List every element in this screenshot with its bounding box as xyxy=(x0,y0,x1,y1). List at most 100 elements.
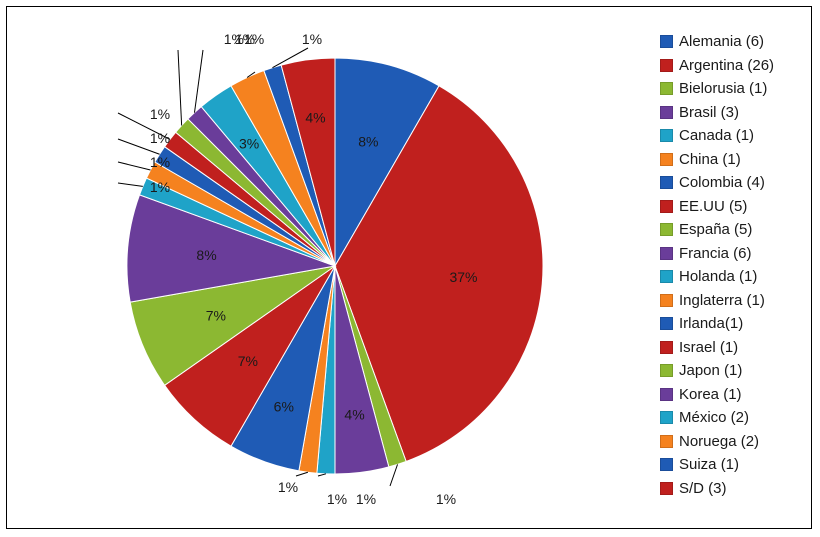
legend-item: EE.UU (5) xyxy=(660,195,774,219)
legend-swatch xyxy=(660,364,673,378)
legend-label: Canada (1) xyxy=(679,127,755,145)
legend-swatch xyxy=(660,387,673,401)
legend-item: Argentina (26) xyxy=(660,54,774,78)
pie-slice-1 xyxy=(334,85,544,463)
percent-label-7: 7% xyxy=(238,353,258,369)
legend-label: Israel (1) xyxy=(679,338,739,356)
legend-label: Irlanda(1) xyxy=(679,315,744,333)
percent-label-18: 1% xyxy=(302,31,322,47)
legend-item: Korea (1) xyxy=(660,383,774,407)
legend-swatch xyxy=(660,199,673,213)
legend-swatch xyxy=(660,58,673,72)
legend-label: España (5) xyxy=(679,221,753,239)
leader-line-5 xyxy=(295,471,309,477)
legend-item: S/D (3) xyxy=(660,477,774,501)
percent-label-8: 7% xyxy=(206,307,226,323)
legend-label: Bielorusia (1) xyxy=(679,80,768,98)
legend-swatch xyxy=(660,481,673,495)
percent-label-5-extra: 1% xyxy=(356,491,376,507)
legend-label: México (2) xyxy=(679,409,750,427)
legend-label: Argentina (26) xyxy=(679,56,775,74)
leader-line-2 xyxy=(389,464,399,487)
leader-line-13 xyxy=(117,112,171,140)
legend-item: China (1) xyxy=(660,148,774,172)
legend-swatch xyxy=(660,129,673,143)
leader-line-15 xyxy=(193,49,204,113)
legend-swatch xyxy=(660,458,673,472)
percent-label-14-top: 1%1% xyxy=(224,31,264,47)
legend-label: Suiza (1) xyxy=(679,456,740,474)
legend-swatch xyxy=(660,411,673,425)
legend-swatch xyxy=(660,152,673,166)
percent-label-16: 3% xyxy=(239,135,259,151)
legend-label: Alemania (6) xyxy=(679,33,765,51)
percent-label-11: 1% xyxy=(150,154,170,170)
percent-label-5: 1% xyxy=(278,479,298,495)
percent-label-6: 6% xyxy=(274,399,294,415)
legend-item: Alemania (6) xyxy=(660,30,774,54)
leader-line-12 xyxy=(117,138,160,155)
percent-label-2: 1% xyxy=(436,491,456,507)
legend-item: México (2) xyxy=(660,406,774,430)
percent-label-17: 1% xyxy=(235,31,255,47)
pie-slice-9 xyxy=(126,194,337,303)
leader-line-17 xyxy=(246,71,256,78)
legend-swatch xyxy=(660,35,673,49)
legend-item: Japon (1) xyxy=(660,359,774,383)
pie-slice-0 xyxy=(334,57,440,268)
legend: Alemania (6) Argentina (26) Bielorusia (1)… xyxy=(660,30,774,500)
percent-label-0: 8% xyxy=(358,133,378,149)
legend-item: Bielorusia (1) xyxy=(660,77,774,101)
legend-item: Noruega (2) xyxy=(660,430,774,454)
legend-label: Francia (6) xyxy=(679,244,752,262)
percent-labels: 8%37%1%4%1%1%1%6%7%7%8%1%1%1%1%3%1% 1%4%1… xyxy=(150,31,478,507)
leader-line-4 xyxy=(317,473,327,477)
leader-line-14 xyxy=(177,49,183,126)
percent-label-1: 37% xyxy=(449,269,477,285)
legend-swatch xyxy=(660,105,673,119)
percent-label-9: 8% xyxy=(196,247,216,263)
percent-label-10: 1% xyxy=(150,179,170,195)
percent-label-3: 4% xyxy=(344,406,364,422)
legend-label: Holanda (1) xyxy=(679,268,758,286)
legend-item: Canada (1) xyxy=(660,124,774,148)
legend-item: Inglaterra (1) xyxy=(660,289,774,313)
legend-swatch xyxy=(660,223,673,237)
legend-label: S/D (3) xyxy=(679,479,727,497)
legend-label: EE.UU (5) xyxy=(679,197,748,215)
legend-label: Korea (1) xyxy=(679,385,742,403)
legend-swatch xyxy=(660,246,673,260)
leader-line-18 xyxy=(272,47,309,69)
legend-item: Irlanda(1) xyxy=(660,312,774,336)
legend-label: Colombia (4) xyxy=(679,174,765,192)
leader-line-11 xyxy=(117,161,151,171)
legend-label: Inglaterra (1) xyxy=(679,291,765,309)
leader-line-10 xyxy=(117,182,143,187)
legend-label: Brasil (3) xyxy=(679,103,740,121)
percent-label-12: 1% xyxy=(150,130,170,146)
legend-item: Colombia (4) xyxy=(660,171,774,195)
legend-item: España (5) xyxy=(660,218,774,242)
legend-swatch xyxy=(660,176,673,190)
percent-label-4: 1% xyxy=(327,491,347,507)
percent-label-19: 4% xyxy=(305,110,325,126)
legend-swatch xyxy=(660,270,673,284)
legend-swatch xyxy=(660,434,673,448)
legend-label: China (1) xyxy=(679,150,741,168)
legend-item: Holanda (1) xyxy=(660,265,774,289)
legend-swatch xyxy=(660,340,673,354)
legend-swatch xyxy=(660,293,673,307)
legend-label: Japon (1) xyxy=(679,362,743,380)
legend-item: Brasil (3) xyxy=(660,101,774,125)
legend-item: Suiza (1) xyxy=(660,453,774,477)
leader-lines xyxy=(117,47,399,487)
legend-item: Israel (1) xyxy=(660,336,774,360)
legend-item: Francia (6) xyxy=(660,242,774,266)
legend-swatch xyxy=(660,317,673,331)
legend-label: Noruega (2) xyxy=(679,432,760,450)
legend-swatch xyxy=(660,82,673,96)
pie-slices xyxy=(126,57,544,475)
percent-label-13: 1% xyxy=(150,106,170,122)
pie-slice-19 xyxy=(280,57,336,267)
